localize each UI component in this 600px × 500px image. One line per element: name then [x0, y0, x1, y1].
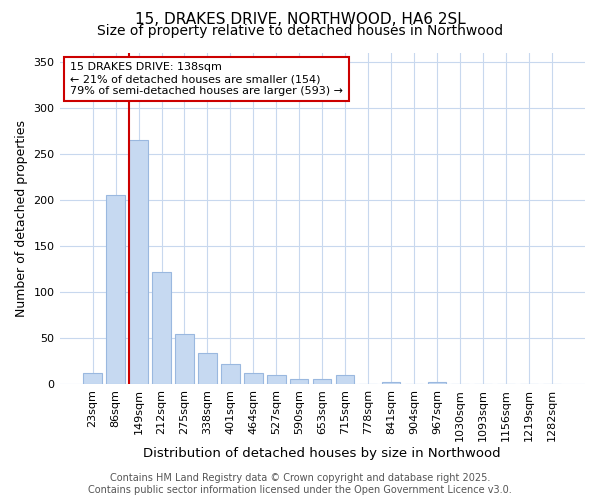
- Bar: [244, 374, 263, 384]
- Bar: [290, 379, 308, 384]
- Bar: [221, 364, 239, 384]
- Text: Contains HM Land Registry data © Crown copyright and database right 2025.
Contai: Contains HM Land Registry data © Crown c…: [88, 474, 512, 495]
- Bar: [130, 140, 148, 384]
- Bar: [152, 272, 170, 384]
- Bar: [106, 196, 125, 384]
- Bar: [198, 353, 217, 384]
- Text: 15 DRAKES DRIVE: 138sqm
← 21% of detached houses are smaller (154)
79% of semi-d: 15 DRAKES DRIVE: 138sqm ← 21% of detache…: [70, 62, 343, 96]
- Bar: [313, 379, 331, 384]
- Bar: [267, 375, 286, 384]
- Text: Size of property relative to detached houses in Northwood: Size of property relative to detached ho…: [97, 24, 503, 38]
- Bar: [336, 375, 355, 384]
- Bar: [175, 334, 194, 384]
- Y-axis label: Number of detached properties: Number of detached properties: [15, 120, 28, 317]
- Bar: [382, 382, 400, 384]
- Bar: [83, 374, 102, 384]
- Bar: [428, 382, 446, 384]
- Text: 15, DRAKES DRIVE, NORTHWOOD, HA6 2SL: 15, DRAKES DRIVE, NORTHWOOD, HA6 2SL: [134, 12, 466, 28]
- X-axis label: Distribution of detached houses by size in Northwood: Distribution of detached houses by size …: [143, 447, 501, 460]
